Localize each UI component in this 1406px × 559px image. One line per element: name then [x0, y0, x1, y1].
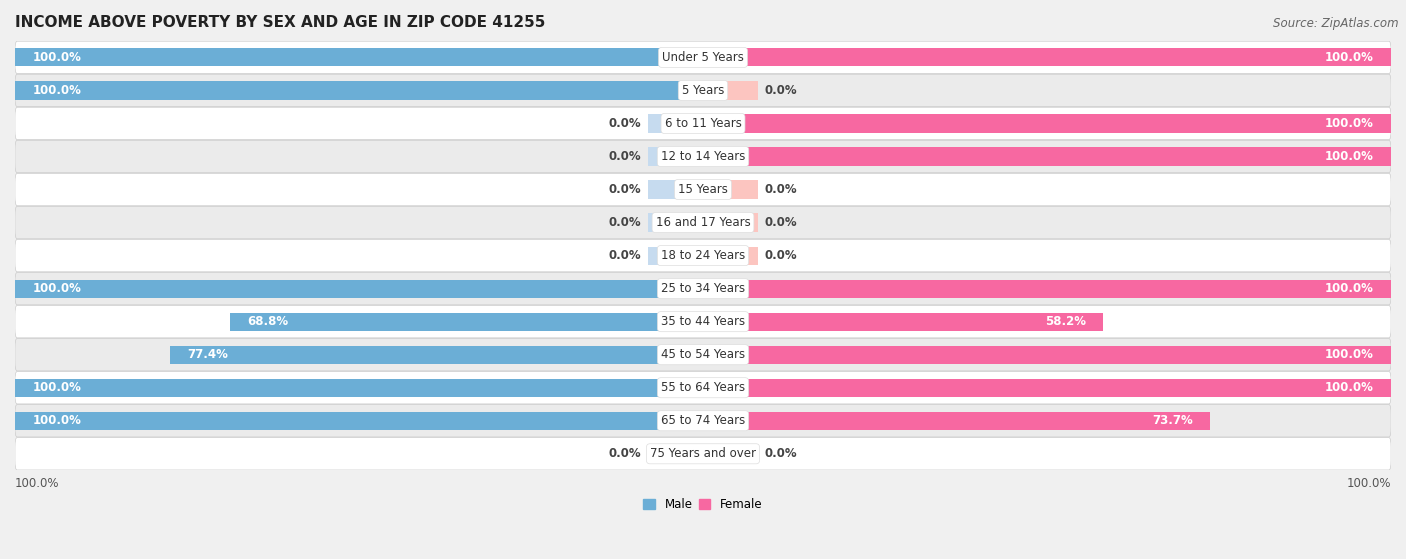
Bar [703, 247, 758, 264]
FancyBboxPatch shape [15, 372, 1391, 404]
Bar [170, 345, 703, 364]
FancyBboxPatch shape [15, 438, 1391, 470]
Text: 0.0%: 0.0% [765, 249, 797, 262]
Text: 0.0%: 0.0% [609, 249, 641, 262]
Text: 100.0%: 100.0% [32, 414, 82, 427]
Bar [648, 181, 703, 198]
FancyBboxPatch shape [15, 272, 1391, 305]
Text: 65 to 74 Years: 65 to 74 Years [661, 414, 745, 427]
Bar [648, 247, 703, 264]
Bar [648, 148, 703, 165]
Bar [15, 378, 703, 397]
Text: 100.0%: 100.0% [1324, 117, 1374, 130]
Text: 16 and 17 Years: 16 and 17 Years [655, 216, 751, 229]
Text: 0.0%: 0.0% [765, 447, 797, 460]
Bar [703, 148, 1391, 165]
Text: 0.0%: 0.0% [609, 447, 641, 460]
Text: 6 to 11 Years: 6 to 11 Years [665, 117, 741, 130]
Text: Under 5 Years: Under 5 Years [662, 51, 744, 64]
Text: 100.0%: 100.0% [1324, 348, 1374, 361]
Bar [703, 345, 1391, 364]
Text: 0.0%: 0.0% [609, 117, 641, 130]
Text: INCOME ABOVE POVERTY BY SEX AND AGE IN ZIP CODE 41255: INCOME ABOVE POVERTY BY SEX AND AGE IN Z… [15, 15, 546, 30]
Text: 77.4%: 77.4% [187, 348, 229, 361]
FancyBboxPatch shape [15, 140, 1391, 173]
Text: 68.8%: 68.8% [247, 315, 288, 328]
Text: 0.0%: 0.0% [609, 183, 641, 196]
Bar [648, 445, 703, 463]
FancyBboxPatch shape [15, 405, 1391, 437]
FancyBboxPatch shape [15, 74, 1391, 107]
Bar [703, 115, 1391, 132]
Text: 15 Years: 15 Years [678, 183, 728, 196]
Text: 100.0%: 100.0% [1324, 381, 1374, 394]
Legend: Male, Female: Male, Female [638, 494, 768, 516]
Text: 75 Years and over: 75 Years and over [650, 447, 756, 460]
Text: 100.0%: 100.0% [15, 477, 59, 490]
Text: 58.2%: 58.2% [1045, 315, 1087, 328]
Text: 45 to 54 Years: 45 to 54 Years [661, 348, 745, 361]
Text: 100.0%: 100.0% [32, 84, 82, 97]
FancyBboxPatch shape [15, 206, 1391, 239]
Bar [229, 312, 703, 331]
Text: 0.0%: 0.0% [765, 84, 797, 97]
FancyBboxPatch shape [15, 339, 1391, 371]
Bar [703, 214, 758, 231]
Text: 55 to 64 Years: 55 to 64 Years [661, 381, 745, 394]
FancyBboxPatch shape [15, 305, 1391, 338]
Text: 0.0%: 0.0% [609, 150, 641, 163]
Bar [15, 48, 703, 67]
FancyBboxPatch shape [15, 41, 1391, 74]
Text: 25 to 34 Years: 25 to 34 Years [661, 282, 745, 295]
Text: 100.0%: 100.0% [1324, 51, 1374, 64]
Text: 18 to 24 Years: 18 to 24 Years [661, 249, 745, 262]
Bar [703, 48, 1391, 67]
FancyBboxPatch shape [15, 173, 1391, 206]
Bar [703, 181, 758, 198]
Text: 0.0%: 0.0% [609, 216, 641, 229]
Text: 100.0%: 100.0% [1324, 150, 1374, 163]
Bar [15, 411, 703, 430]
Text: 5 Years: 5 Years [682, 84, 724, 97]
Bar [648, 115, 703, 132]
Bar [15, 82, 703, 100]
Bar [648, 214, 703, 231]
Text: 100.0%: 100.0% [32, 51, 82, 64]
Text: 12 to 14 Years: 12 to 14 Years [661, 150, 745, 163]
Bar [703, 82, 758, 100]
FancyBboxPatch shape [15, 107, 1391, 140]
Bar [703, 378, 1391, 397]
Text: Source: ZipAtlas.com: Source: ZipAtlas.com [1274, 17, 1399, 30]
Text: 73.7%: 73.7% [1152, 414, 1192, 427]
Bar [703, 280, 1391, 298]
Bar [703, 445, 758, 463]
Text: 100.0%: 100.0% [1324, 282, 1374, 295]
Text: 35 to 44 Years: 35 to 44 Years [661, 315, 745, 328]
Bar [703, 411, 1211, 430]
Bar [703, 312, 1104, 331]
Bar [15, 280, 703, 298]
Text: 0.0%: 0.0% [765, 183, 797, 196]
Text: 100.0%: 100.0% [32, 381, 82, 394]
FancyBboxPatch shape [15, 239, 1391, 272]
Text: 0.0%: 0.0% [765, 216, 797, 229]
Text: 100.0%: 100.0% [32, 282, 82, 295]
Text: 100.0%: 100.0% [1347, 477, 1391, 490]
